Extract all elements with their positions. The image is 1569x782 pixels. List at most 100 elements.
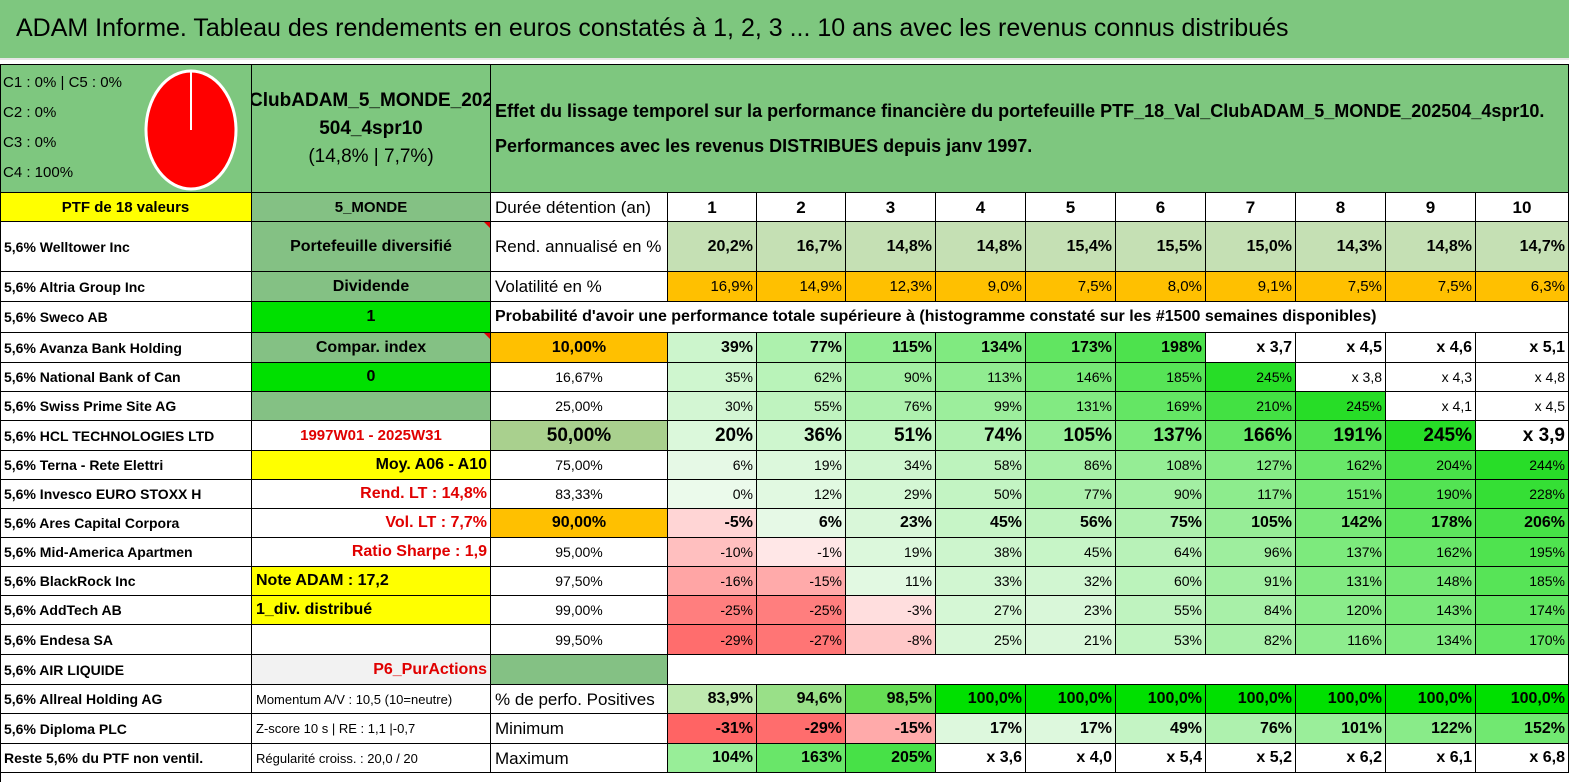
summary-value[interactable]: 101% [1296, 714, 1386, 744]
holding-row[interactable]: 5,6% AIR LIQUIDE [0, 655, 252, 685]
info-cell[interactable]: 1_div. distribué [252, 596, 491, 625]
year-header[interactable]: 9 [1386, 193, 1476, 222]
probability-value[interactable]: 228% [1476, 480, 1569, 509]
probability-value[interactable]: -25% [757, 596, 846, 625]
probability-value[interactable]: 146% [1026, 363, 1116, 392]
info-cell[interactable]: Compar. index [252, 333, 491, 363]
probability-value[interactable]: 50% [936, 480, 1026, 509]
summary-value[interactable]: 94,6% [757, 685, 846, 714]
summary-value[interactable]: 76% [1206, 714, 1296, 744]
holding-row[interactable]: 5,6% Ares Capital Corpora [0, 509, 252, 538]
probability-value[interactable]: 6% [757, 509, 846, 538]
probability-value[interactable]: 32% [1026, 567, 1116, 596]
probability-level[interactable]: 83,33% [491, 480, 668, 509]
year-header[interactable]: 4 [936, 193, 1026, 222]
probability-value[interactable]: 21% [1026, 625, 1116, 655]
probability-value[interactable]: 74% [936, 421, 1026, 451]
probability-value[interactable]: 244% [1476, 451, 1569, 480]
info-cell[interactable]: Régularité croiss. : 20,0 / 20 [252, 744, 491, 773]
summary-value[interactable]: 100,0% [1296, 685, 1386, 714]
info-cell[interactable]: Z-score 10 s | RE : 1,1 |-0,7 [252, 714, 491, 744]
probability-value[interactable]: -27% [757, 625, 846, 655]
probability-value[interactable]: 23% [1026, 596, 1116, 625]
probability-value[interactable]: 60% [1116, 567, 1206, 596]
probability-value[interactable]: 191% [1296, 421, 1386, 451]
probability-value[interactable]: 105% [1026, 421, 1116, 451]
probability-value[interactable]: 137% [1296, 538, 1386, 567]
probability-value[interactable]: 185% [1476, 567, 1569, 596]
volatility-value[interactable]: 6,3% [1476, 272, 1569, 302]
year-header[interactable]: 10 [1476, 193, 1569, 222]
probability-value[interactable]: 148% [1386, 567, 1476, 596]
summary-value[interactable]: x 6,1 [1386, 744, 1476, 773]
summary-value[interactable]: 122% [1386, 714, 1476, 744]
probability-value[interactable]: 45% [936, 509, 1026, 538]
probability-value[interactable]: x 3,9 [1476, 421, 1569, 451]
probability-value[interactable]: 6% [668, 451, 757, 480]
probability-value[interactable]: 45% [1026, 538, 1116, 567]
probability-value[interactable]: x 4,8 [1476, 363, 1569, 392]
probability-value[interactable]: 19% [757, 451, 846, 480]
probability-value[interactable]: 64% [1116, 538, 1206, 567]
probability-value[interactable]: 113% [936, 363, 1026, 392]
summary-value[interactable]: 98,5% [846, 685, 936, 714]
info-cell[interactable]: Moy. A06 - A10 [252, 451, 491, 480]
probability-value[interactable]: 96% [1206, 538, 1296, 567]
summary-value[interactable]: 104% [668, 744, 757, 773]
probability-value[interactable]: x 3,7 [1206, 333, 1296, 363]
probability-level[interactable]: 16,67% [491, 363, 668, 392]
holding-row[interactable]: 5,6% Allreal Holding AG [0, 685, 252, 714]
info-cell[interactable]: Dividende [252, 272, 491, 302]
probability-value[interactable]: 210% [1206, 392, 1296, 421]
annualized-value[interactable]: 15,5% [1116, 222, 1206, 272]
probability-value[interactable]: 195% [1476, 538, 1569, 567]
probability-level[interactable]: 10,00% [491, 333, 668, 363]
summary-value[interactable]: x 6,2 [1296, 744, 1386, 773]
probability-value[interactable]: 137% [1116, 421, 1206, 451]
annualized-label[interactable]: Rend. annualisé en % [491, 222, 668, 272]
probability-value[interactable]: 23% [846, 509, 936, 538]
volatility-value[interactable]: 8,0% [1116, 272, 1206, 302]
info-cell[interactable]: 1997W01 - 2025W31 [252, 421, 491, 451]
probability-value[interactable]: 134% [1386, 625, 1476, 655]
probability-value[interactable]: 115% [846, 333, 936, 363]
annualized-value[interactable]: 14,8% [1386, 222, 1476, 272]
probability-value[interactable]: 0% [668, 480, 757, 509]
summary-value[interactable]: 49% [1116, 714, 1206, 744]
holding-row[interactable]: Reste 5,6% du PTF non ventil. [0, 744, 252, 773]
volatility-label[interactable]: Volatilité en % [491, 272, 668, 302]
volatility-value[interactable]: 7,5% [1026, 272, 1116, 302]
probability-value[interactable]: 30% [668, 392, 757, 421]
probability-value[interactable]: 170% [1476, 625, 1569, 655]
probability-value[interactable]: x 4,6 [1386, 333, 1476, 363]
summary-value[interactable]: x 4,0 [1026, 744, 1116, 773]
summary-value[interactable]: x 5,4 [1116, 744, 1206, 773]
probability-value[interactable]: 25% [936, 625, 1026, 655]
volatility-value[interactable]: 12,3% [846, 272, 936, 302]
probability-value[interactable]: 62% [757, 363, 846, 392]
probability-heading[interactable]: Probabilité d'avoir une performance tota… [491, 302, 1569, 333]
probability-value[interactable]: 131% [1296, 567, 1386, 596]
probability-value[interactable]: -8% [846, 625, 936, 655]
probability-value[interactable]: x 4,1 [1386, 392, 1476, 421]
info-cell[interactable]: 1 [252, 302, 491, 333]
summary-value[interactable]: 83,9% [668, 685, 757, 714]
probability-value[interactable]: -16% [668, 567, 757, 596]
probability-value[interactable]: 245% [1206, 363, 1296, 392]
summary-label[interactable]: Minimum [491, 714, 668, 744]
probability-value[interactable]: 20% [668, 421, 757, 451]
holding-row[interactable]: 5,6% AddTech AB [0, 596, 252, 625]
info-cell[interactable]: Rend. LT : 14,8% [252, 480, 491, 509]
probability-value[interactable]: 77% [1026, 480, 1116, 509]
probability-value[interactable]: 178% [1386, 509, 1476, 538]
probability-value[interactable]: 36% [757, 421, 846, 451]
probability-value[interactable]: 84% [1206, 596, 1296, 625]
holding-row[interactable]: 5,6% Diploma PLC [0, 714, 252, 744]
probability-level[interactable]: 95,00% [491, 538, 668, 567]
volatility-value[interactable]: 7,5% [1386, 272, 1476, 302]
holding-row[interactable]: 5,6% Swiss Prime Site AG [0, 392, 252, 421]
summary-value[interactable]: -31% [668, 714, 757, 744]
year-header[interactable]: 6 [1116, 193, 1206, 222]
probability-value[interactable]: 55% [757, 392, 846, 421]
probability-value[interactable]: 173% [1026, 333, 1116, 363]
